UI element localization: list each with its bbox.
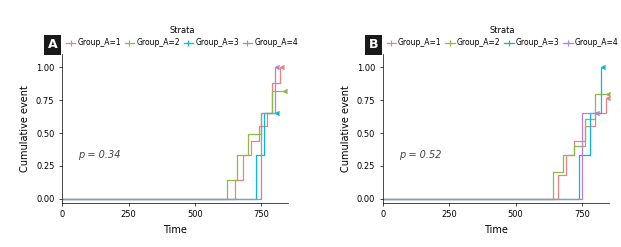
Text: p = 0.34: p = 0.34 (78, 150, 120, 160)
Legend: Group_A=1, Group_A=2, Group_A=3, Group_A=4: Group_A=1, Group_A=2, Group_A=3, Group_A… (66, 25, 298, 47)
X-axis label: Time: Time (163, 225, 187, 235)
Text: A: A (48, 38, 58, 51)
X-axis label: Time: Time (484, 225, 507, 235)
Y-axis label: Cumulative event: Cumulative event (341, 85, 351, 172)
Y-axis label: Cumulative event: Cumulative event (20, 85, 30, 172)
Text: B: B (369, 38, 378, 51)
Legend: Group_A=1, Group_A=2, Group_A=3, Group_A=4: Group_A=1, Group_A=2, Group_A=3, Group_A… (387, 25, 619, 47)
Text: p = 0.52: p = 0.52 (399, 150, 441, 160)
